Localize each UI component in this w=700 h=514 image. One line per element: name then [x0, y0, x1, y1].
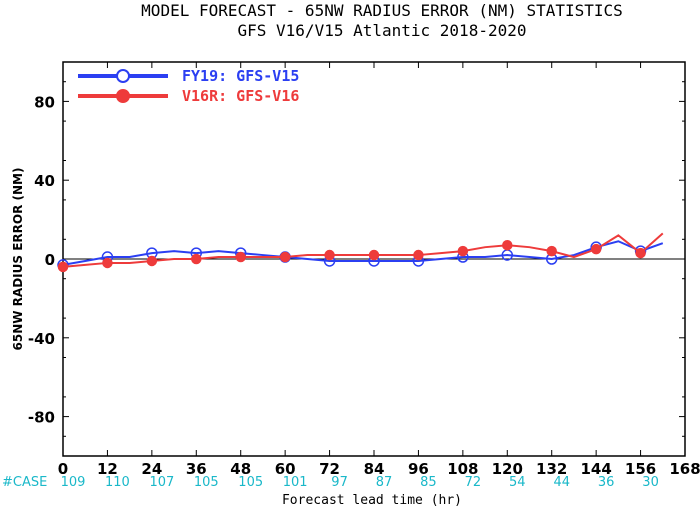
plot-area: 0 12 24 36 48 60 72 84 96 108 120 132 144 156 168 -80 -4…: [28, 61, 700, 490]
case-count: 87: [376, 475, 393, 490]
x-tick-label: 24: [141, 460, 162, 478]
case-count: 54: [509, 475, 526, 490]
case-label: #CASE: [2, 475, 47, 490]
case-count: 107: [149, 475, 174, 490]
series-point-2: [502, 239, 513, 251]
series-point-2: [635, 247, 646, 259]
x-tick-label: 12: [97, 460, 118, 478]
x-tick-label: 36: [186, 460, 207, 478]
case-count: 30: [642, 475, 659, 490]
y-tick-label: -40: [28, 330, 55, 348]
x-tick-label: 96: [408, 460, 429, 478]
case-count: 72: [465, 475, 482, 490]
x-tick-label: 132: [536, 460, 567, 478]
x-tick-label: 60: [275, 460, 296, 478]
y-tick-label: 80: [34, 93, 55, 111]
series-point-2: [235, 251, 246, 263]
series-point-2: [324, 249, 335, 261]
case-count: 109: [61, 475, 86, 490]
x-tick-label: 84: [364, 460, 385, 478]
series-point-2: [279, 251, 291, 263]
series-point-2: [457, 245, 469, 257]
case-count: 105: [194, 475, 219, 490]
case-count: 36: [598, 475, 615, 490]
y-axis-label: 65NW RADIUS ERROR (NM): [11, 168, 25, 351]
x-axis-label: Forecast lead time (hr): [282, 493, 462, 508]
case-count: 44: [553, 475, 570, 490]
x-tick-label: 72: [319, 460, 340, 478]
case-count: 105: [238, 475, 263, 490]
legend-marker-2: [116, 89, 130, 103]
legend-marker-1: [116, 69, 130, 83]
x-tick-label: 48: [230, 460, 251, 478]
series-point-2: [191, 253, 202, 265]
x-tick-label: 108: [447, 460, 478, 478]
series-point-2: [590, 243, 602, 255]
series-point-2: [146, 255, 158, 267]
y-tick-label: 0: [45, 251, 55, 269]
case-count: 110: [105, 475, 130, 490]
legend-label-1: FY19: GFS-V15: [182, 67, 299, 85]
case-count: 101: [283, 475, 308, 490]
series-point-2: [368, 249, 380, 261]
case-count: 97: [331, 475, 348, 490]
series-point-2: [102, 257, 113, 269]
x-tick-label: 156: [625, 460, 656, 478]
series-point-2: [546, 245, 557, 257]
case-count: 85: [420, 475, 437, 490]
series-line-1: [62, 240, 664, 266]
y-tick-label: -80: [28, 409, 55, 427]
chart-title: MODEL FORECAST - 65NW RADIUS ERROR (NM) …: [141, 1, 623, 20]
x-tick-label: 0: [58, 460, 68, 478]
chart-subtitle: GFS V16/V15 Atlantic 2018-2020: [238, 21, 527, 40]
series-point-2: [57, 261, 69, 273]
x-tick-label: 144: [580, 460, 611, 478]
series-point-2: [413, 249, 424, 261]
x-tick-label: 168: [669, 460, 700, 478]
series-line-2: [62, 232, 664, 268]
y-tick-label: 40: [34, 172, 55, 190]
x-tick-label: 120: [492, 460, 523, 478]
legend-label-2: V16R: GFS-V16: [182, 87, 299, 105]
